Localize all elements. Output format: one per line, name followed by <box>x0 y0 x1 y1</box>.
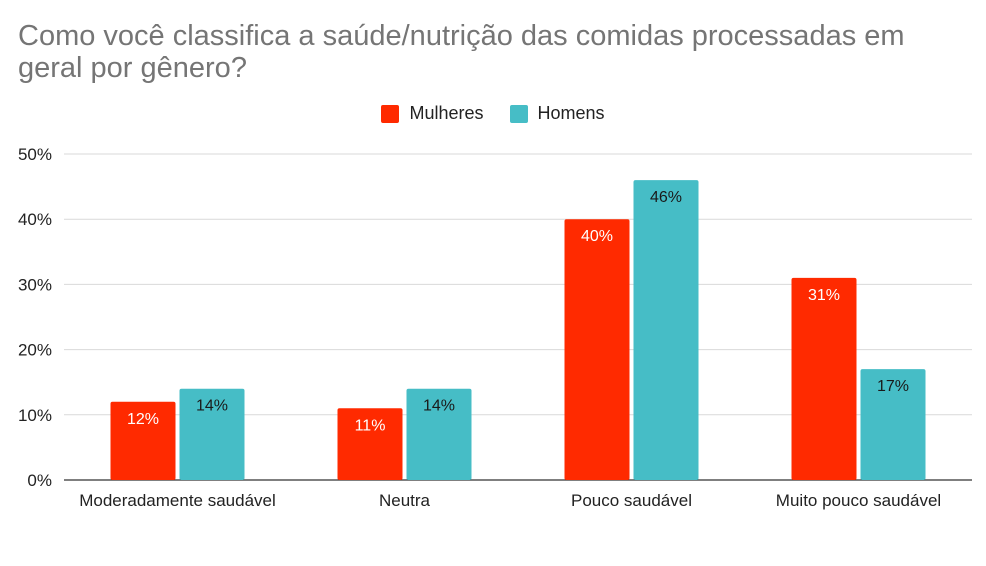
x-tick-label: Moderadamente saudável <box>79 491 276 510</box>
data-label: 40% <box>581 228 613 245</box>
bar-homens <box>406 388 472 480</box>
y-tick-label: 10% <box>18 406 52 425</box>
data-label: 12% <box>127 411 159 428</box>
y-tick-label: 30% <box>18 275 52 294</box>
bar-mulheres <box>337 408 403 480</box>
x-tick-label: Neutra <box>379 491 431 510</box>
legend-swatch-mulheres <box>381 104 400 123</box>
bar-homens <box>860 369 926 480</box>
legend-item-mulheres[interactable]: Mulheres <box>381 103 484 124</box>
data-label: 11% <box>355 417 386 434</box>
bar-mulheres <box>110 401 176 480</box>
bar-homens <box>633 180 699 480</box>
bar-homens <box>179 388 245 480</box>
x-tick-label: Muito pouco saudável <box>776 491 941 510</box>
x-tick-label: Pouco saudável <box>571 491 692 510</box>
chart-title: Como você classifica a saúde/nutrição da… <box>18 20 905 84</box>
legend-swatch-homens <box>509 104 528 123</box>
data-label: 31% <box>808 287 840 304</box>
y-tick-label: 50% <box>18 145 52 164</box>
legend-item-homens[interactable]: Homens <box>509 103 605 124</box>
data-label: 17% <box>877 378 909 395</box>
y-tick-label: 40% <box>18 210 52 229</box>
y-tick-label: 0% <box>27 471 52 490</box>
legend: Mulheres Homens <box>0 103 986 124</box>
legend-label-mulheres: Mulheres <box>409 103 484 123</box>
data-label: 14% <box>423 398 455 415</box>
y-tick-label: 20% <box>18 341 52 360</box>
data-label: 14% <box>196 398 228 415</box>
bar-mulheres <box>564 219 630 480</box>
legend-label-homens: Homens <box>537 103 605 123</box>
data-label: 46% <box>650 189 682 206</box>
bar-mulheres <box>791 277 857 480</box>
